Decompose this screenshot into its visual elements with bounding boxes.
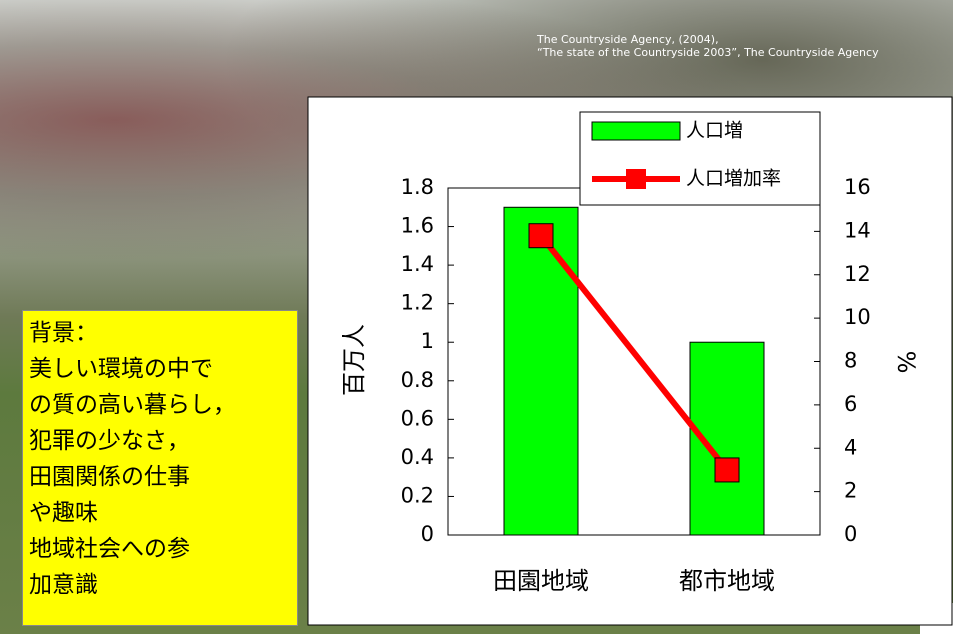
y-tick-label: 1 xyxy=(421,329,434,353)
y-tick-label: 1.2 xyxy=(401,291,434,315)
y2-tick-label: 0 xyxy=(844,522,857,546)
legend-marker xyxy=(626,169,646,189)
x-tick-label: 田園地域 xyxy=(493,567,589,595)
source-line: “The state of the Countryside 2003”, The… xyxy=(537,46,879,59)
source-line: The Countryside Agency, (2004), xyxy=(537,33,719,46)
line-marker xyxy=(714,457,740,483)
line xyxy=(538,233,730,472)
y2-tick-label: 8 xyxy=(844,349,857,373)
x-tick-label: 都市地域 xyxy=(679,567,775,595)
legend-label: 人口増加率 xyxy=(686,168,781,190)
y-tick-label: 1.6 xyxy=(401,214,434,238)
y2-tick-label: 6 xyxy=(844,392,857,416)
y-tick-label: 0.8 xyxy=(401,368,434,392)
callout-line: 背景： xyxy=(29,320,98,346)
bar xyxy=(503,206,579,536)
y-tick-label: 0 xyxy=(421,522,434,546)
y-tick-label: 0.6 xyxy=(401,406,434,430)
y-tick-label: 0.2 xyxy=(401,483,434,507)
y2-axis-title: % xyxy=(892,351,920,374)
y-tick-label: 1.8 xyxy=(401,175,434,199)
callout-line: や趣味 xyxy=(29,500,98,526)
callout-box: 背景： 美しい環境の中で の質の高い暮らし， 犯罪の少なさ， 田園関係の仕事 や趣味地域社… xyxy=(22,310,298,626)
legend-swatch xyxy=(591,121,681,141)
bar xyxy=(689,341,765,536)
legend-label: 人口増 xyxy=(686,120,743,142)
y-tick-label: 1.4 xyxy=(401,252,434,276)
callout-line: 犯罪の少なさ， xyxy=(29,428,190,454)
callout-line: 美しい環境の中で xyxy=(29,356,213,382)
y2-tick-label: 4 xyxy=(844,435,857,459)
y-axis-title: 百万人 xyxy=(340,324,368,396)
line-marker xyxy=(528,223,554,249)
y2-tick-label: 10 xyxy=(844,305,871,329)
y2-tick-label: 16 xyxy=(844,175,871,199)
y2-tick-label: 2 xyxy=(844,479,857,503)
callout-line: 地域社会への参 xyxy=(29,536,190,562)
y2-tick-label: 14 xyxy=(844,218,871,242)
callout-line: 田園関係の仕事 xyxy=(29,464,190,490)
y-tick-label: 0.4 xyxy=(401,445,434,469)
y2-tick-label: 12 xyxy=(844,262,871,286)
source-note: The Countryside Agency, (2004), “The sta… xyxy=(537,33,879,59)
callout-line: の質の高い暮らし， xyxy=(29,392,236,418)
callout-line: 加意識 xyxy=(29,572,98,598)
